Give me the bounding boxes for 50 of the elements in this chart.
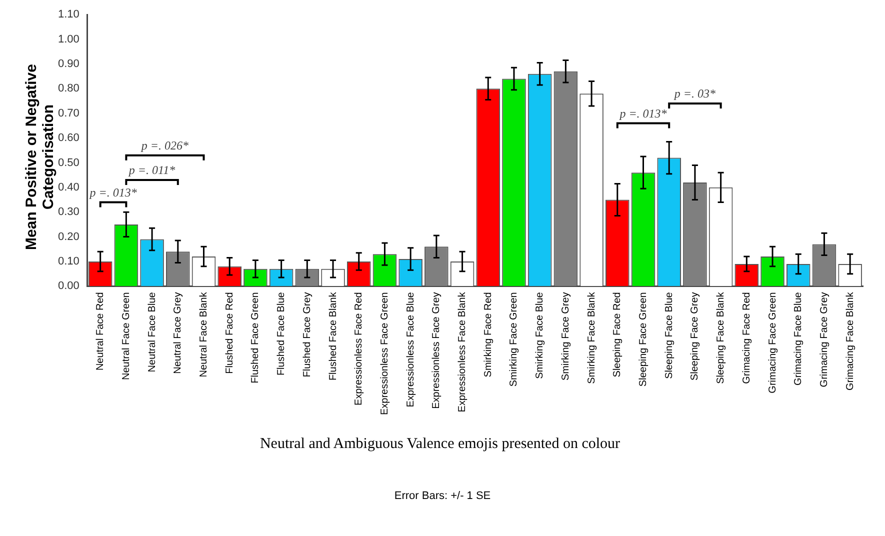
x-tick-label: Expressionless Face Grey	[431, 292, 442, 409]
x-tick-label: Neutral Face Grey	[172, 292, 184, 374]
x-tick-label: Expressionless Face Green	[379, 292, 390, 416]
y-tick-label: 0.40	[58, 181, 80, 194]
y-tick-label: 0.90	[58, 58, 80, 70]
x-tick-label: Neutral Face Red	[95, 292, 106, 371]
y-tick-label: 0.30	[58, 206, 80, 218]
x-tick-label: Grimacing Face Grey	[818, 292, 830, 388]
x-tick-label: Sleeping Face Blue	[664, 292, 675, 379]
x-axis-title: Neutral and Ambiguous Valence emojis presented on colour	[258, 436, 622, 453]
annotation: p =. 011*	[128, 163, 176, 178]
y-tick-label: 0.50	[58, 156, 80, 169]
y-tick-label: 0.60	[58, 132, 80, 144]
x-tick-label: Smirking Face Green	[508, 292, 520, 387]
x-tick-label: Grimacing Face Blue	[793, 292, 804, 386]
y-tick-label: 0.00	[58, 280, 80, 292]
x-tick-label: Smirking Face Red	[482, 292, 494, 378]
x-tick-label: Grimacing Face Blank	[844, 291, 856, 391]
annotation: p =. 013*	[88, 185, 137, 200]
x-tick-label: Sleeping Face Blank	[716, 291, 727, 384]
text: Error Bars: +/- 1 SE	[393, 490, 492, 502]
x-tick-label: Smirking Face Grey	[560, 292, 572, 381]
x-tick-label: Grimacing Face Red	[741, 292, 752, 384]
annotation: p =. 013*	[618, 106, 667, 120]
y-tick-label: 0.10	[58, 256, 80, 268]
y-tick-label: 0.20	[58, 230, 80, 243]
x-tick-label: Flushed Face Grey	[302, 292, 313, 378]
x-tick-label: Smirking Face Blue	[534, 292, 546, 379]
x-tick-label: Neutral Face Green	[120, 292, 132, 380]
x-tick-label: Smirking Face Blank	[586, 291, 598, 384]
x-tick-label: Neutral Face Blue	[146, 292, 158, 372]
x-tick-label: Flushed Face Blue	[276, 292, 288, 376]
y-axis-title: Mean Positive or Negative Categorisation	[23, 63, 57, 252]
x-tick-label: Flushed Face Green	[250, 292, 262, 384]
x-tick-label: Sleeping Face Green	[638, 292, 649, 387]
x-tick-label: Expressionless Face Blank	[457, 291, 468, 412]
y-tick-label: 1.00	[58, 33, 80, 46]
y-tick-label: 0.80	[58, 82, 80, 95]
y-tick-label: 0.70	[58, 107, 80, 120]
annotation: p =. 03*	[673, 86, 716, 101]
x-tick-label: Sleeping Face Grey	[690, 292, 701, 381]
y-tick-label: 1.10	[58, 8, 80, 21]
x-tick-label: Neutral Face Blank	[198, 291, 210, 378]
annotation: p =. 026*	[140, 138, 189, 152]
x-tick-label: Flushed Face Blank	[328, 291, 339, 381]
x-tick-label: Grimacing Face Green	[767, 292, 778, 394]
x-tick-label: Flushed Face Red	[224, 292, 236, 374]
x-tick-label: Expressionless Face Red	[354, 292, 365, 406]
x-tick-label: Expressionless Face Blue	[405, 292, 416, 408]
x-tick-label: Sleeping Face Red	[612, 292, 624, 378]
